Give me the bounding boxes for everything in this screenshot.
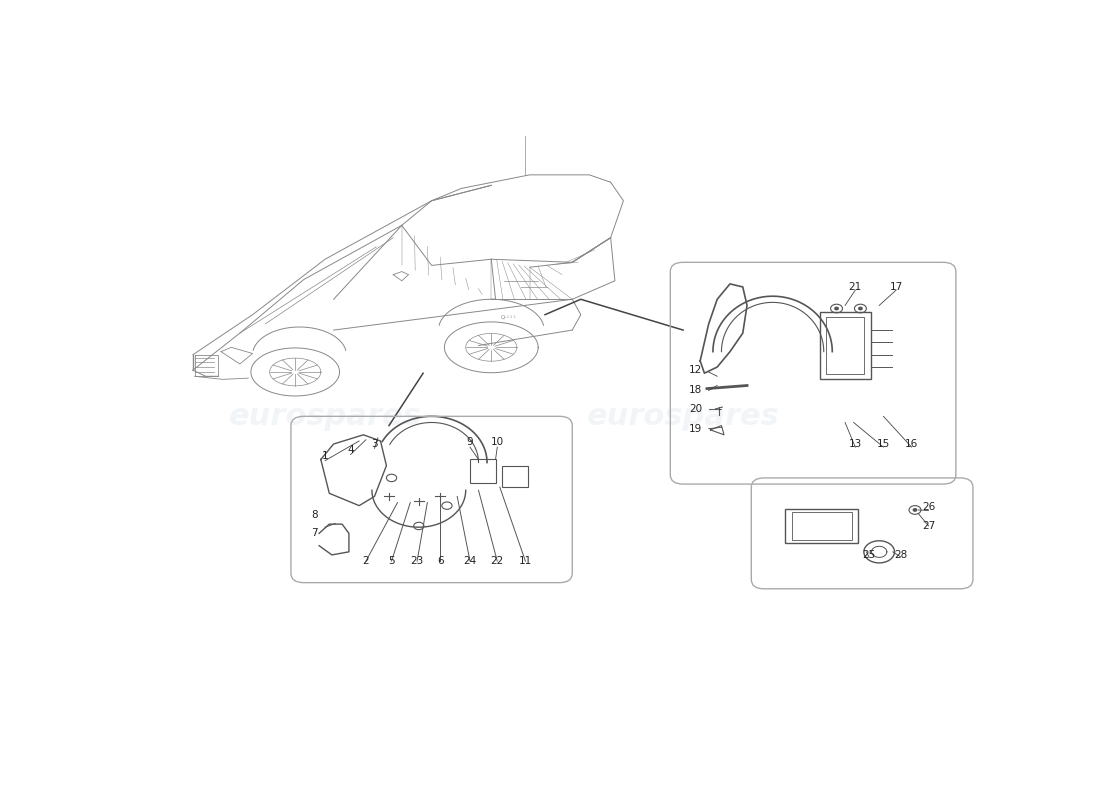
Text: 8: 8 <box>311 510 318 520</box>
Text: 7: 7 <box>311 528 318 538</box>
Text: 5: 5 <box>388 556 395 566</box>
Text: 22: 22 <box>491 556 504 566</box>
Text: 10: 10 <box>491 437 504 447</box>
Text: 27: 27 <box>922 521 935 531</box>
Text: 4: 4 <box>348 445 354 455</box>
Text: 13: 13 <box>849 439 862 449</box>
Text: eurospares: eurospares <box>229 402 421 431</box>
Text: 26: 26 <box>922 502 935 513</box>
Text: 6: 6 <box>437 556 443 566</box>
Text: 2: 2 <box>363 556 370 566</box>
Circle shape <box>913 509 916 511</box>
Text: 28: 28 <box>894 550 908 560</box>
Text: 17: 17 <box>890 282 903 292</box>
Text: 20: 20 <box>690 404 703 414</box>
Text: Q-◦◦◦: Q-◦◦◦ <box>500 314 516 319</box>
Text: 3: 3 <box>371 439 377 449</box>
Text: 16: 16 <box>905 439 918 449</box>
Text: eurospares: eurospares <box>586 402 780 431</box>
Text: 24: 24 <box>463 556 476 566</box>
Circle shape <box>859 307 862 310</box>
Text: 23: 23 <box>410 556 424 566</box>
Text: 19: 19 <box>690 424 703 434</box>
Text: 18: 18 <box>690 386 703 395</box>
Text: 12: 12 <box>690 365 703 375</box>
Text: 11: 11 <box>519 556 532 566</box>
Text: 21: 21 <box>849 282 862 292</box>
Circle shape <box>835 307 838 310</box>
Text: 15: 15 <box>877 439 890 449</box>
Text: 1: 1 <box>321 451 329 462</box>
Text: 25: 25 <box>862 550 876 560</box>
Text: 9: 9 <box>466 437 473 447</box>
